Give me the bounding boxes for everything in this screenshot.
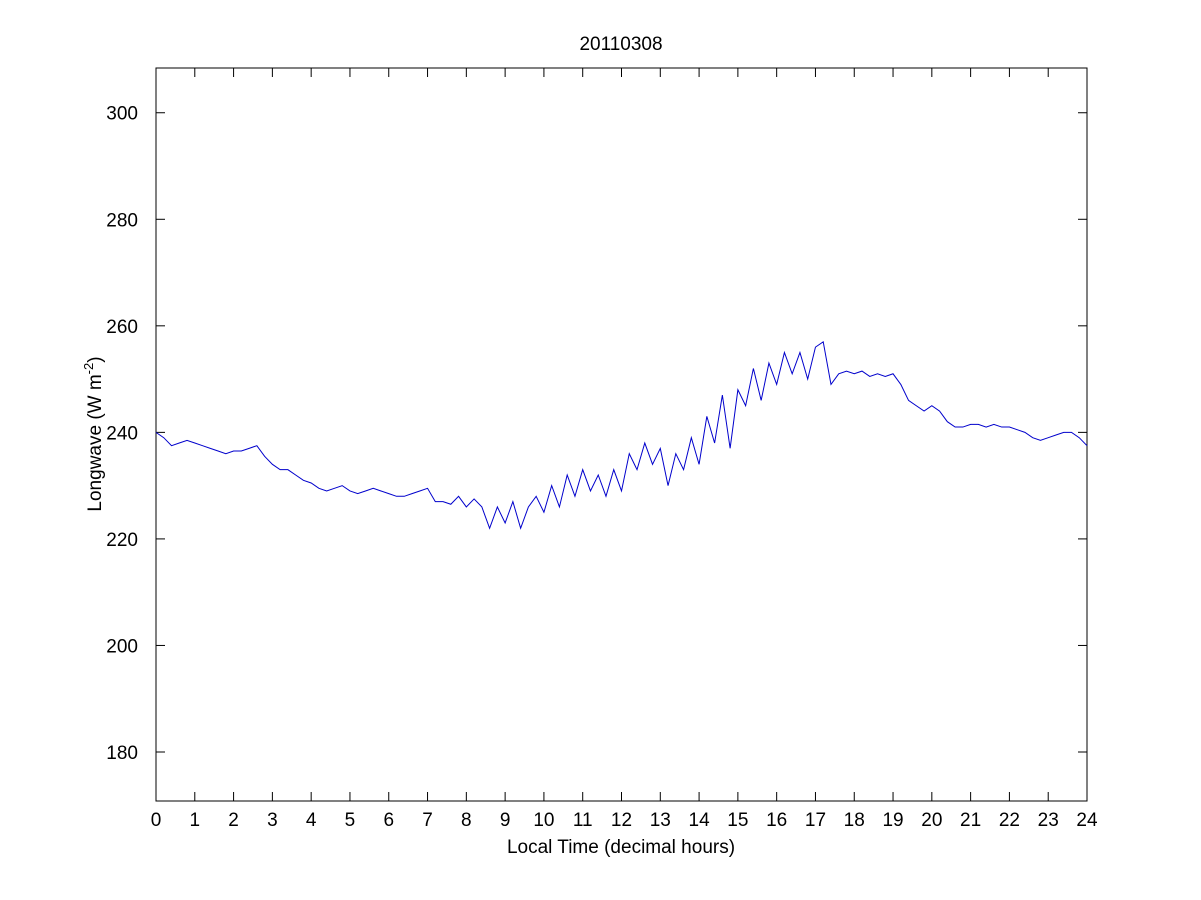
x-tick-label: 9: [500, 810, 511, 831]
y-axis-label-close: ): [85, 356, 106, 362]
y-tick-label: 200: [106, 636, 138, 657]
x-tick-label: 13: [650, 810, 671, 831]
x-tick-label: 17: [805, 810, 826, 831]
y-axis-label: Longwave (W m-2): [81, 356, 106, 511]
x-tick-label: 21: [960, 810, 981, 831]
x-axis-label: Local Time (decimal hours): [507, 837, 735, 858]
x-tick-label: 24: [1076, 810, 1098, 831]
y-tick-label: 260: [106, 317, 138, 338]
x-tick-label: 16: [766, 810, 787, 831]
y-tick-label: 300: [106, 104, 138, 125]
y-tick-label: 220: [106, 530, 138, 551]
data-line: [155, 340, 1088, 530]
x-tick-label: 12: [611, 810, 632, 831]
plot-frame: [155, 67, 1088, 802]
chart-title: 20110308: [579, 34, 662, 55]
y-tick-label: 240: [106, 423, 138, 444]
x-tick-label: 4: [306, 810, 317, 831]
x-tick-label: 6: [383, 810, 394, 831]
x-tick-label: 11: [573, 810, 593, 831]
x-tick-label: 20: [921, 810, 942, 831]
x-tick-label: 14: [689, 810, 711, 831]
x-tick-label: 23: [1038, 810, 1059, 831]
x-tick-label: 22: [999, 810, 1020, 831]
x-tick-label: 0: [151, 810, 162, 831]
y-axis-label-exponent: -2: [81, 363, 96, 375]
x-tick-label: 15: [727, 810, 748, 831]
x-tick-label: 10: [533, 810, 554, 831]
x-tick-label: 3: [267, 810, 278, 831]
x-tick-label: 1: [190, 810, 201, 831]
x-tick-label: 18: [844, 810, 865, 831]
x-tick-label: 7: [422, 810, 433, 831]
x-tick-label: 19: [882, 810, 903, 831]
x-tick-label: 5: [345, 810, 356, 831]
y-tick-label: 180: [106, 743, 138, 764]
x-tick-label: 2: [228, 810, 239, 831]
y-axis-label-main: Longwave (W m: [85, 374, 106, 511]
y-tick-label: 280: [106, 210, 138, 231]
x-tick-label: 8: [461, 810, 472, 831]
